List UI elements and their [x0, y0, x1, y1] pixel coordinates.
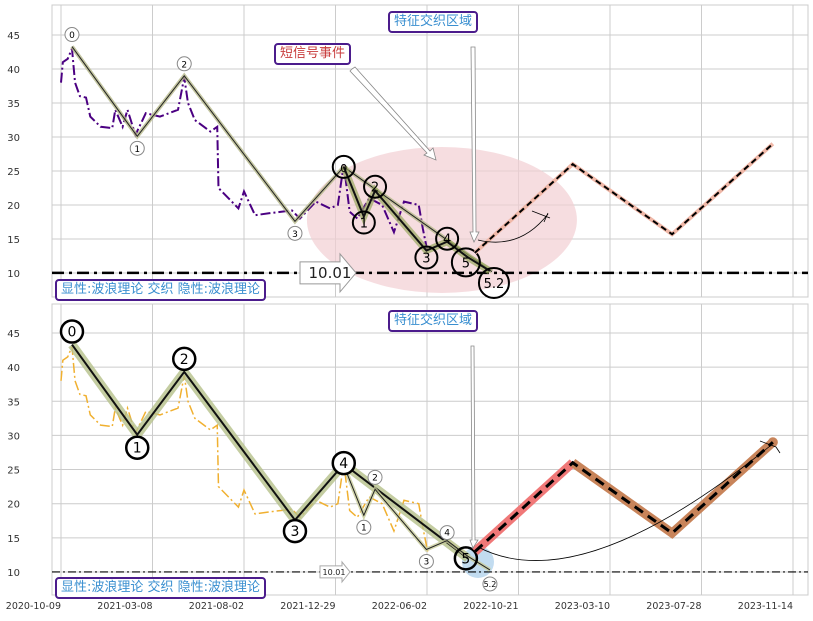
legend-label-bottom: 显性:波浪理论 交织 隐性:波浪理论 — [55, 577, 267, 599]
x-tick-label: 2021-03-08 — [97, 601, 152, 612]
sub-wave-label: 2 — [372, 473, 378, 483]
wave-point-marker — [453, 546, 479, 571]
main-wave-line — [71, 343, 469, 560]
angle-bracket — [531, 210, 551, 223]
y-tick-label: 25 — [7, 167, 20, 178]
y-tick-label: 20 — [7, 500, 20, 511]
plot-frame — [51, 303, 809, 596]
sub-wave-label: 5.2 — [484, 580, 497, 589]
sub-wave-label: 5 — [462, 256, 470, 271]
y-tick-label: 15 — [7, 534, 20, 545]
sub-wave-label: 2 — [371, 181, 379, 196]
sub-wave-marker — [351, 210, 376, 235]
y-tick-label: 20 — [7, 201, 20, 212]
y-tick-label: 45 — [7, 31, 20, 42]
level-arrow-box — [319, 560, 351, 584]
level-label: 10.01 — [309, 264, 352, 282]
sub-wave-label: 1 — [361, 523, 367, 533]
price-series — [60, 48, 429, 253]
x-tick-label: 2023-07-28 — [646, 601, 701, 612]
feature-zone-ellipse — [306, 146, 577, 293]
sub-wave-label: 3 — [422, 252, 430, 267]
wave-point-marker — [171, 346, 197, 372]
x-tick-label: 2022-06-02 — [372, 601, 427, 612]
wave-point-label: 2 — [181, 60, 187, 70]
wave-point-label: 3 — [292, 230, 298, 240]
sub-wave-line — [343, 465, 491, 571]
sub-wave-label: 4 — [444, 529, 450, 539]
sub-wave-marker — [363, 174, 388, 199]
level-label: 10.01 — [323, 568, 346, 577]
price-series — [60, 346, 429, 552]
sub-wave-label: 0 — [340, 162, 347, 175]
signal-arrow — [469, 46, 480, 243]
sub-wave-marker — [414, 245, 439, 270]
x-tick-label: 2023-11-14 — [738, 601, 793, 612]
projection-line — [474, 441, 774, 553]
sub-wave-label: 4 — [443, 233, 451, 248]
x-tick-label: 2021-12-29 — [280, 601, 335, 612]
angle-arc — [477, 445, 771, 561]
sub-wave-marker — [356, 519, 372, 535]
main-wave-line — [71, 46, 493, 273]
x-tick-label: 2021-08-02 — [189, 601, 244, 612]
sub-wave-marker — [439, 525, 455, 541]
y-tick-label: 35 — [7, 397, 20, 408]
y-tick-label: 35 — [7, 99, 20, 110]
sub-wave-marker — [435, 226, 460, 251]
wave-point-label: 1 — [133, 441, 142, 457]
wave-point-label: 0 — [69, 31, 75, 41]
sub-wave-marker — [331, 154, 356, 179]
wave-point-marker — [125, 435, 150, 460]
sub-wave-label: 3 — [424, 557, 430, 567]
signal-arrow — [469, 345, 479, 549]
projection-line — [474, 143, 774, 254]
wave-point-label: 0 — [68, 325, 77, 341]
sub-wave-marker — [482, 576, 498, 592]
sub-wave-label: 5.2 — [484, 277, 505, 292]
y-tick-label: 40 — [7, 65, 20, 76]
sub-wave-marker — [450, 247, 481, 278]
zone-label-bottom: 特征交织区域 — [388, 310, 479, 332]
wave-point-marker — [59, 319, 85, 344]
wave-point-label: 5 — [461, 551, 470, 567]
wave-point-marker — [282, 518, 308, 544]
y-tick-label: 10 — [7, 269, 20, 280]
x-tick-label: 2022-10-21 — [463, 601, 518, 612]
wave-point-marker — [287, 225, 303, 241]
wave-point-marker — [176, 56, 192, 72]
zone-label-top: 特征交织区域 — [388, 11, 479, 33]
x-tick-label: 2023-03-10 — [555, 601, 610, 612]
wave-point-label: 3 — [291, 524, 300, 540]
y-tick-label: 40 — [7, 363, 20, 374]
wave-point-label: 4 — [339, 456, 348, 472]
wave-point-marker — [129, 140, 145, 156]
sub-wave-line — [342, 166, 491, 272]
x-tick-label: 2020-10-09 — [6, 601, 61, 612]
y-tick-label: 45 — [7, 329, 20, 340]
sub-wave-label: 1 — [360, 217, 368, 232]
sub-wave-marker — [367, 469, 383, 485]
y-tick-label: 30 — [7, 431, 20, 442]
legend-label-top: 显性:波浪理论 交织 隐性:波浪理论 — [55, 279, 267, 301]
signal-diagonal-arrow — [349, 66, 437, 161]
wave-point-label: 2 — [180, 352, 189, 368]
y-tick-label: 15 — [7, 235, 20, 246]
signal-event-label: 短信号事件 — [274, 43, 352, 65]
y-tick-label: 25 — [7, 466, 20, 477]
wave-point-marker — [64, 27, 80, 43]
wave-point-marker — [331, 450, 357, 476]
wave-point-label: 1 — [134, 145, 140, 155]
level-arrow-box — [299, 252, 357, 294]
y-tick-label: 10 — [7, 568, 20, 579]
angle-bracket — [759, 440, 781, 454]
sub-wave-marker — [418, 553, 434, 569]
sub-wave-marker — [477, 266, 510, 299]
y-tick-label: 30 — [7, 133, 20, 144]
